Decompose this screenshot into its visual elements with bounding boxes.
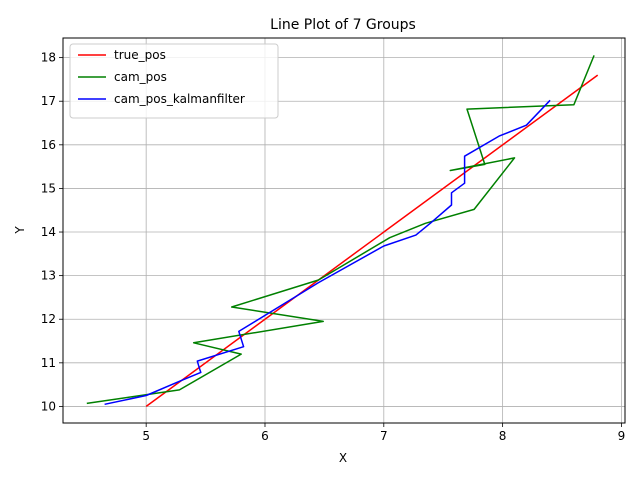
legend-label: cam_pos_kalmanfilter — [114, 92, 245, 106]
y-tick-label: 17 — [41, 94, 56, 108]
axis-ticks: 5 6 7 8 9 10 11 12 13 14 15 16 17 18 — [41, 51, 626, 443]
x-tick-label: 7 — [380, 429, 388, 443]
y-tick-label: 11 — [41, 356, 56, 370]
chart-title: Line Plot of 7 Groups — [270, 17, 416, 33]
y-tick-label: 15 — [41, 181, 56, 195]
series-line-true-pos — [145, 74, 599, 408]
series-layer — [86, 55, 599, 408]
series-line-cam-pos — [86, 55, 595, 405]
x-tick-label: 6 — [261, 429, 269, 443]
grid — [63, 38, 625, 423]
y-axis-label: Y — [13, 226, 27, 235]
legend-label: cam_pos — [114, 70, 167, 84]
y-tick-label: 16 — [41, 138, 56, 152]
legend-box — [69, 43, 279, 119]
x-tick-label: 8 — [499, 429, 507, 443]
y-tick-label: 12 — [41, 312, 56, 326]
y-tick-label: 10 — [41, 399, 56, 413]
y-tick-label: 13 — [41, 269, 56, 283]
x-axis-label: X — [339, 451, 347, 465]
legend: true_pos cam_pos cam_pos_kalmanfilter — [69, 43, 279, 119]
y-tick-label: 14 — [41, 225, 56, 239]
legend-label: true_pos — [114, 48, 166, 62]
x-tick-label: 5 — [142, 429, 150, 443]
x-tick-label: 9 — [618, 429, 626, 443]
series-line-cam-pos-kalmanfilter — [104, 99, 551, 406]
plot-frame — [62, 37, 626, 424]
y-tick-label: 18 — [41, 51, 56, 65]
